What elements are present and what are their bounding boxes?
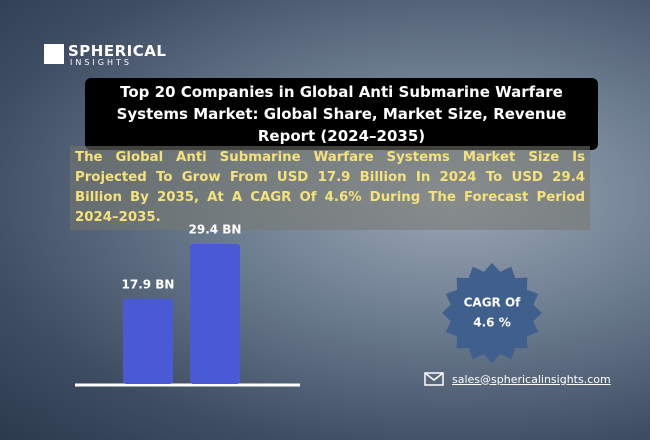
mail-icon	[424, 372, 444, 386]
logo-tagline: INSIGHTS	[70, 58, 132, 67]
logo-name: SPHERICAL	[68, 42, 167, 60]
bar	[123, 298, 173, 384]
bar	[190, 244, 240, 384]
email[interactable]: sales@sphericalinsights.com	[452, 372, 611, 386]
logo-icon	[44, 44, 64, 64]
logo: SPHERICAL INSIGHTS	[44, 42, 166, 67]
badge-shape	[442, 263, 542, 363]
contact: sales@sphericalinsights.com	[424, 372, 611, 386]
badge-line2: 4.6 %	[473, 316, 510, 330]
badge-line1: CAGR Of	[464, 296, 522, 310]
title: Top 20 Companies in Global Anti Submarin…	[85, 78, 598, 150]
subtitle: The Global Anti Submarine Warfare System…	[70, 146, 590, 230]
value-label: 17.9 BN	[122, 277, 175, 291]
value-label: 29.4 BN	[189, 223, 242, 237]
